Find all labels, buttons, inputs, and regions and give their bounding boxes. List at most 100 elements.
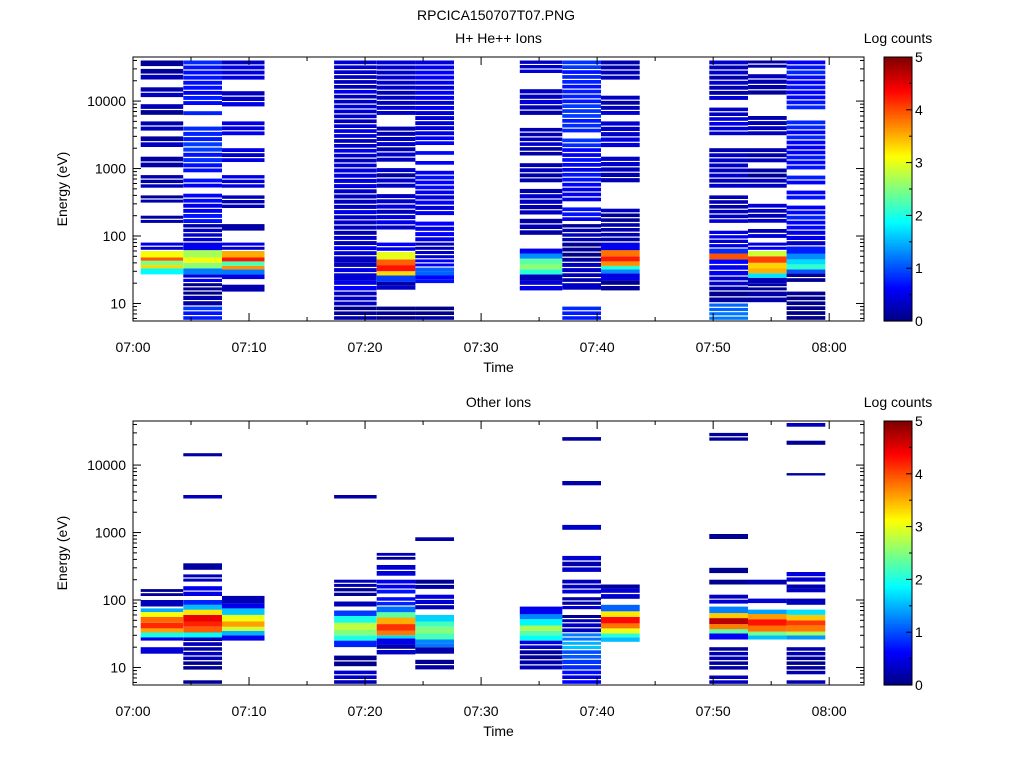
spectrogram-cell — [334, 210, 377, 215]
colorbar-swatch — [884, 621, 912, 624]
spectrogram-cell — [519, 253, 563, 259]
spectrogram-cell — [709, 432, 748, 437]
colorbar-swatch — [884, 429, 912, 433]
spectrogram-cell — [601, 611, 640, 617]
colorbar-swatch — [884, 230, 912, 234]
spectrogram-cell — [786, 130, 826, 135]
spectrogram-cell — [140, 92, 184, 98]
spectrogram-cell — [222, 603, 265, 609]
colorbar-swatch — [884, 553, 912, 556]
spectrogram-cell — [140, 87, 184, 92]
colorbar-swatch — [884, 652, 912, 655]
colorbar-swatch — [884, 482, 912, 486]
colorbar-tick-label: 3 — [915, 155, 923, 171]
spectrogram-cell — [562, 555, 601, 561]
spectrogram-cell — [709, 131, 748, 136]
spectrogram-cell — [334, 610, 377, 616]
panel-title: H+ He++ Ions — [455, 30, 542, 46]
spectrogram-cell — [376, 265, 416, 272]
spectrogram-cell — [334, 189, 377, 194]
spectrogram-cell — [222, 75, 265, 80]
spectrogram-cell — [562, 197, 601, 202]
spectrogram-cell — [415, 60, 454, 65]
spectrogram-cell — [562, 65, 601, 69]
spectrogram-cell — [601, 208, 640, 213]
spectrogram-cell — [140, 179, 184, 184]
spectrogram-cell — [334, 635, 377, 641]
y-tick-label: 1000 — [95, 525, 126, 541]
colorbar-swatch — [884, 116, 912, 120]
spectrogram-cell — [183, 621, 222, 627]
spectrogram-cell — [562, 182, 601, 187]
spectrogram-cell — [519, 194, 563, 199]
spectrogram-cell — [709, 629, 748, 634]
spectrogram-cell — [376, 601, 416, 606]
spectrogram-cell — [183, 495, 222, 499]
spectrogram-cell — [183, 257, 222, 263]
spectrogram-cell — [562, 237, 601, 242]
spectrogram-cell — [183, 656, 222, 661]
spectrogram-cell — [140, 104, 184, 109]
spectrogram-cell — [748, 256, 787, 263]
spectrogram-cell — [709, 286, 748, 291]
spectrogram-cell — [709, 606, 748, 614]
spectrogram-cell — [748, 90, 787, 95]
spectrogram-cell — [183, 615, 222, 622]
spectrogram-cell — [376, 225, 416, 230]
spectrogram-cell — [562, 177, 601, 182]
spectrogram-cell — [601, 242, 640, 251]
colorbar-swatch — [884, 641, 912, 644]
spectrogram-cell — [415, 111, 454, 115]
spectrogram-cell — [334, 592, 377, 596]
spectrogram-cell — [786, 584, 826, 589]
spectrogram-cell — [334, 194, 377, 199]
spectrogram-cell — [562, 316, 601, 320]
colorbar-swatch — [884, 649, 912, 653]
spectrogram-cell — [709, 205, 748, 209]
spectrogram-cell — [140, 215, 184, 219]
spectrogram-cell — [748, 213, 787, 218]
spectrogram-cell — [786, 306, 826, 310]
spectrogram-cell — [601, 137, 640, 142]
spectrogram-cell — [376, 85, 416, 90]
spectrogram-cell — [709, 259, 748, 264]
spectrogram-cell — [183, 262, 222, 269]
spectrogram-cell — [601, 286, 640, 291]
spectrogram-cell — [709, 65, 748, 70]
spectrogram-cell — [376, 650, 416, 655]
spectrogram-cell — [709, 567, 748, 574]
colorbar-swatch — [884, 561, 912, 565]
colorbar-tick-label: 0 — [915, 677, 923, 693]
colorbar-swatch — [884, 94, 912, 98]
spectrogram-cell — [140, 637, 184, 641]
spectrogram-cell — [748, 229, 787, 233]
spectrogram-cell — [748, 625, 787, 632]
colorbar-swatch — [884, 171, 912, 175]
colorbar-swatch — [884, 511, 912, 514]
x-tick-label: 08:00 — [812, 703, 847, 719]
spectrogram-cell — [376, 311, 416, 315]
spectrogram-cell — [376, 90, 416, 95]
spectrogram-cell — [519, 619, 563, 626]
spectrogram-cell — [334, 670, 377, 675]
spectrogram-cell — [183, 228, 222, 233]
spectrogram-cell — [519, 218, 563, 224]
colorbar-swatch — [884, 555, 912, 558]
colorbar-swatch — [884, 74, 912, 78]
colorbar-swatch — [884, 630, 912, 633]
spectrogram-cell — [786, 230, 826, 235]
colorbar-swatch — [884, 597, 912, 600]
spectrogram-cell — [748, 208, 787, 213]
spectrogram-cell — [183, 203, 222, 208]
spectrogram-cell — [376, 178, 416, 183]
spectrogram-cell — [709, 661, 748, 665]
spectrogram-cell — [376, 306, 416, 311]
spectrogram-cell — [786, 120, 826, 125]
spectrogram-cell — [183, 586, 222, 591]
spectrogram-cell — [786, 661, 826, 665]
colorbar-swatch — [884, 632, 912, 635]
colorbar-swatch — [884, 219, 912, 223]
spectrogram-cell — [334, 291, 377, 296]
spectrogram-cell — [601, 70, 640, 75]
spectrogram-cell — [183, 453, 222, 457]
